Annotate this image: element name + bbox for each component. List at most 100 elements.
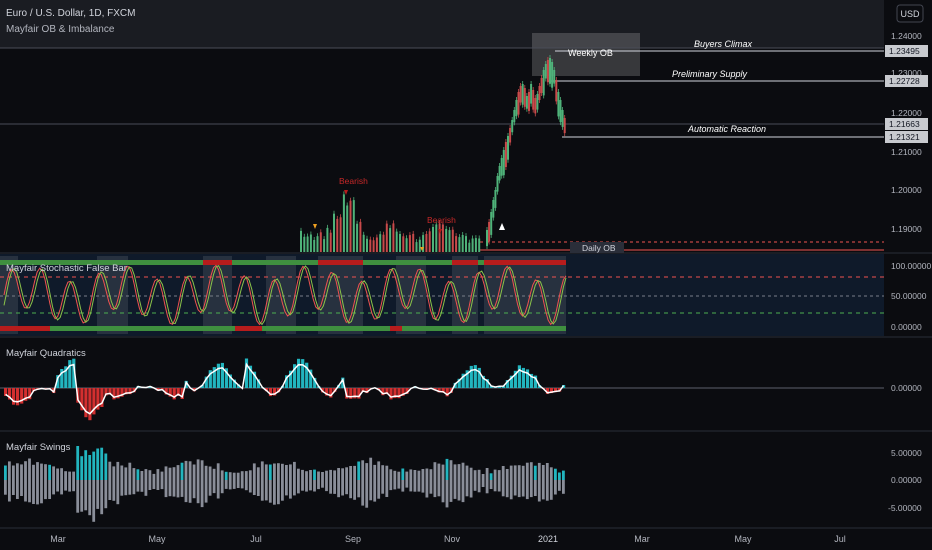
currency-button-label[interactable]: USD <box>900 9 920 19</box>
swing-bar-down <box>333 480 336 494</box>
price-scale[interactable] <box>884 0 932 528</box>
quadratics-bar <box>445 388 449 397</box>
candle-body <box>555 80 558 102</box>
swing-bar-up <box>493 469 497 480</box>
swing-bar-up <box>248 470 252 480</box>
candle-body <box>455 236 458 252</box>
swing-bar-up <box>12 465 15 480</box>
quadratics-bar <box>16 388 20 406</box>
quadratics-bar <box>92 388 96 415</box>
swing-bar-down <box>493 480 497 492</box>
candle-body <box>316 236 319 252</box>
quadratics-bar <box>481 375 485 388</box>
swing-bar-up <box>481 474 485 480</box>
swing-bar-up <box>317 471 320 480</box>
swing-bar-up <box>461 462 465 480</box>
quadratics-bar <box>200 384 204 388</box>
currency-button[interactable] <box>896 4 924 23</box>
quadratics-bar <box>12 388 16 405</box>
swing-bar-down <box>417 480 421 492</box>
quadratics-bar <box>349 388 353 399</box>
quadratics-bar <box>357 388 361 399</box>
price-tick: 1.21000 <box>891 147 922 157</box>
stochastic-k-line <box>3 265 567 326</box>
candle-body <box>561 110 564 127</box>
swing-bar-down <box>425 480 429 498</box>
candle-body <box>399 234 401 252</box>
quadratics-bar <box>168 388 172 397</box>
swing-bar-up <box>216 463 220 480</box>
time-tick: Jul <box>834 534 846 544</box>
quadratics-bar <box>461 373 465 388</box>
swing-bar-down <box>377 480 381 499</box>
bearish-label: Bearish <box>339 176 368 186</box>
swing-bar-down <box>481 480 485 487</box>
swing-bar-up <box>562 470 565 480</box>
swing-bar-up <box>8 461 11 480</box>
swing-bar-up <box>533 465 537 480</box>
price-candles[interactable] <box>300 55 566 252</box>
quadratics-bar <box>545 388 550 394</box>
swing-bar-up <box>401 468 405 480</box>
swing-bar-up <box>96 448 100 480</box>
stochastic-shade-column <box>484 256 566 334</box>
swing-bar-down <box>208 480 212 496</box>
candle-body <box>346 205 349 252</box>
swing-bar-down <box>220 480 224 494</box>
stochastic-pane-title[interactable]: Mayfair Stochastic False Bar <box>6 263 127 274</box>
swing-bar-up <box>321 472 324 480</box>
candle-body <box>306 236 309 252</box>
swing-bar-down <box>562 480 565 494</box>
swing-bar-down <box>441 480 445 503</box>
swing-bar-down <box>469 480 473 498</box>
swing-bar-up <box>445 458 449 480</box>
swing-bar-down <box>549 480 553 500</box>
quadratics-tick: 0.00000 <box>891 383 922 393</box>
quadratics-pane-title[interactable]: Mayfair Quadratics <box>6 348 86 359</box>
candle-body <box>540 78 543 93</box>
quadratics-bar <box>124 388 128 395</box>
swing-bar-down <box>156 480 160 490</box>
swing-bar-up <box>112 466 116 480</box>
swing-bar-up <box>413 470 417 480</box>
swing-bar-down <box>228 480 232 490</box>
swing-bar-up <box>349 466 352 480</box>
swing-bar-down <box>148 480 152 490</box>
quadratics-bar <box>8 388 12 400</box>
candle-body <box>496 176 499 192</box>
daily-ob-label: Daily OB <box>582 243 616 253</box>
swing-bar-up <box>421 469 425 480</box>
quadratics-bar <box>80 388 84 411</box>
time-tick-year: 2021 <box>538 534 558 544</box>
swing-bar-down <box>473 480 477 491</box>
quadratics-bar <box>20 388 24 404</box>
candle-body <box>511 120 514 133</box>
swing-bar-down <box>293 480 296 496</box>
swings-pane-title[interactable]: Mayfair Swings <box>6 442 71 453</box>
indicator-title[interactable]: Mayfair OB & Imbalance <box>6 24 115 35</box>
swing-bar-down <box>541 480 545 500</box>
swing-bar-down <box>389 480 393 491</box>
swing-bar-up <box>84 450 88 480</box>
swing-bar-down <box>309 480 312 491</box>
swing-bar-down <box>305 480 308 492</box>
swing-bar-down <box>453 480 457 499</box>
swing-bar-down <box>437 480 441 497</box>
swing-bar-up <box>425 468 429 480</box>
swing-bar-up <box>164 466 168 480</box>
quadratics-bar <box>204 376 208 388</box>
candle-body <box>557 92 560 117</box>
quadratics-line <box>5 362 565 415</box>
quadratics-bar <box>305 362 309 388</box>
swing-bar-up <box>252 463 256 480</box>
swing-bar-up <box>373 464 377 480</box>
symbol-title[interactable]: Euro / U.S. Dollar, 1D, FXCM <box>6 8 135 19</box>
swing-bar-up <box>56 468 59 480</box>
swing-bar-down <box>124 480 128 496</box>
quadratics-bar <box>485 379 489 388</box>
time-tick: Mar <box>634 534 650 544</box>
swing-bar-up <box>152 473 156 480</box>
quadratics-bar <box>120 388 124 397</box>
quadratics-bar <box>469 365 473 388</box>
